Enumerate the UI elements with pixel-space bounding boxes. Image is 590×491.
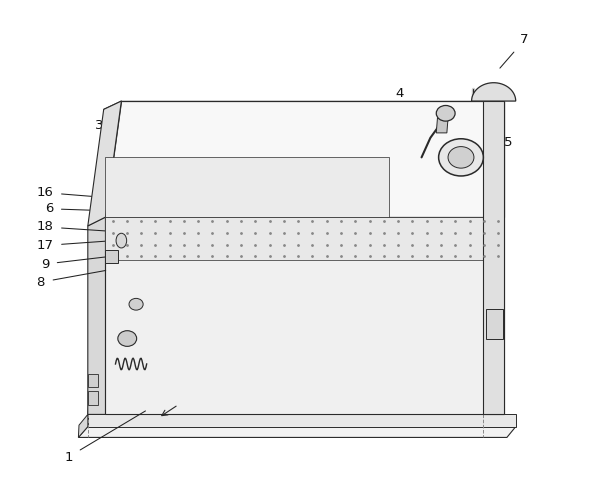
Polygon shape <box>106 217 504 260</box>
Text: 15: 15 <box>352 177 410 190</box>
Polygon shape <box>88 374 98 387</box>
Polygon shape <box>78 427 516 437</box>
Polygon shape <box>483 101 504 414</box>
Text: 14: 14 <box>373 110 419 136</box>
Text: 3: 3 <box>96 119 149 156</box>
Circle shape <box>118 331 137 346</box>
Text: 1: 1 <box>64 411 146 464</box>
Text: 16: 16 <box>37 186 116 199</box>
Text: 25: 25 <box>262 105 297 155</box>
Circle shape <box>436 106 455 121</box>
Text: 13: 13 <box>358 148 419 169</box>
Text: 7: 7 <box>500 33 529 68</box>
Circle shape <box>448 147 474 168</box>
Polygon shape <box>88 217 106 414</box>
Polygon shape <box>436 118 448 133</box>
Polygon shape <box>106 217 504 414</box>
Ellipse shape <box>116 233 127 248</box>
Polygon shape <box>88 101 122 226</box>
Text: 18: 18 <box>37 220 116 233</box>
Polygon shape <box>471 82 516 101</box>
Text: 5: 5 <box>478 136 512 172</box>
Polygon shape <box>106 158 389 217</box>
Text: 2: 2 <box>191 131 246 180</box>
Text: 6: 6 <box>45 202 119 215</box>
Circle shape <box>129 299 143 310</box>
Text: 8: 8 <box>37 271 106 289</box>
Polygon shape <box>78 414 88 437</box>
Text: 17: 17 <box>37 239 111 252</box>
FancyBboxPatch shape <box>486 309 503 338</box>
Circle shape <box>438 139 483 176</box>
Text: 9: 9 <box>41 257 109 271</box>
Polygon shape <box>106 250 119 263</box>
Polygon shape <box>88 206 122 414</box>
Text: 4: 4 <box>395 87 420 122</box>
Polygon shape <box>106 101 504 217</box>
Polygon shape <box>88 391 98 405</box>
Polygon shape <box>88 414 516 427</box>
